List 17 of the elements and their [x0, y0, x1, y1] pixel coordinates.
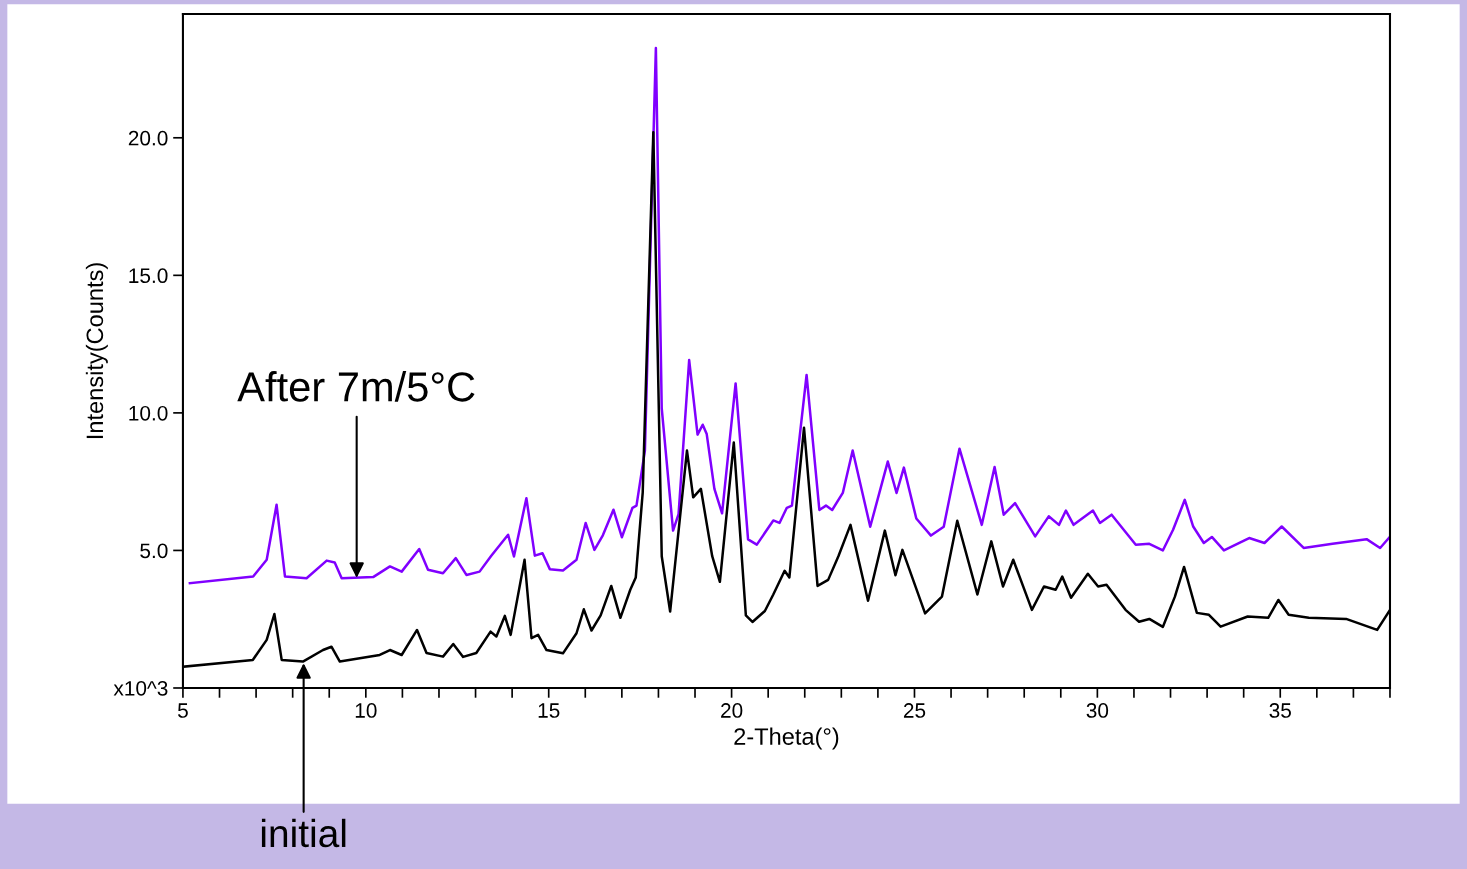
x-axis-title: 2-Theta(°)	[734, 727, 839, 750]
x-tick-label: 25	[903, 703, 926, 718]
line-series	[188, 46, 1390, 585]
x-tick-label: 35	[1269, 703, 1291, 718]
x-tick-label: 15	[538, 703, 560, 718]
x-tick-label: 10	[355, 703, 377, 718]
y-tick-label: 15.0	[129, 268, 168, 284]
y-tick-label: 20.0	[128, 130, 168, 146]
x-tick-label: 30	[1086, 703, 1109, 718]
x-tick-label: 20	[721, 703, 743, 718]
y-tick-label: x10^3	[113, 680, 168, 696]
annotation: After 7m/5°C	[237, 371, 475, 402]
annotation: initial	[261, 818, 346, 848]
y-tick-label: 5.0	[140, 543, 168, 559]
y-tick-label: 10.0	[129, 405, 168, 421]
y-axis-title: Intensity(Counts)	[85, 263, 108, 439]
x-tick-label: 5	[177, 703, 188, 718]
